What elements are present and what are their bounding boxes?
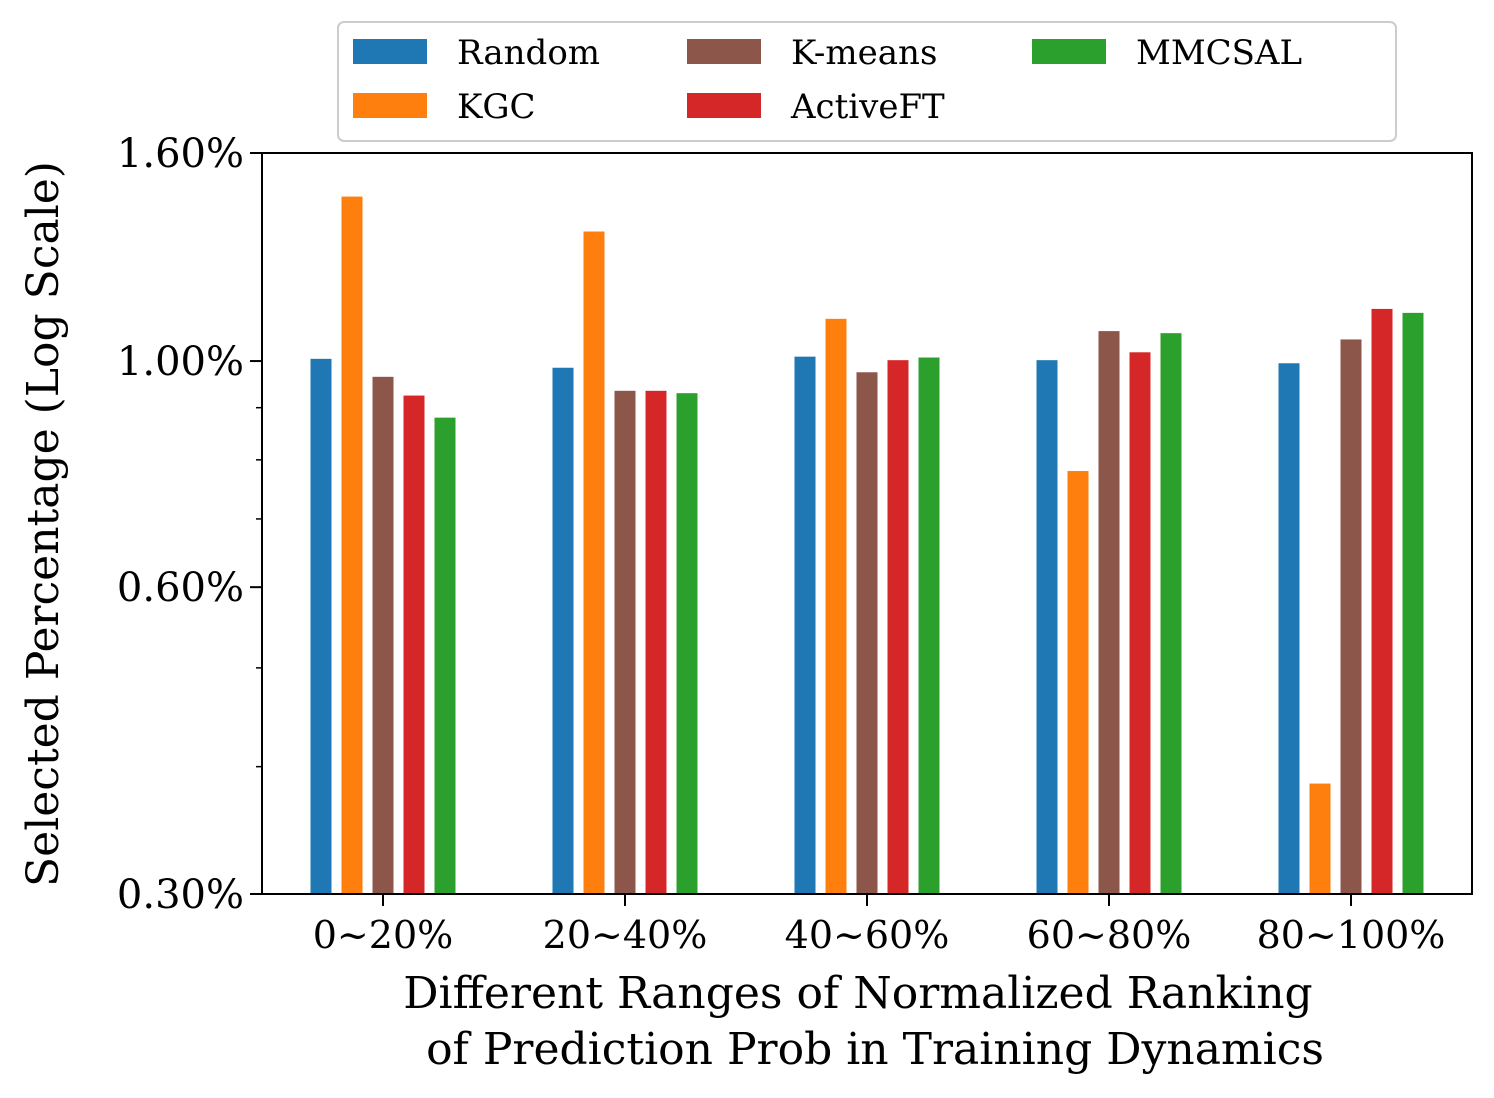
legend-swatch-kgc [353, 93, 427, 118]
bar-mmcsal-4 [1402, 312, 1424, 894]
bar-activeft-1 [645, 390, 667, 894]
bar-mmcsal-2 [918, 357, 940, 894]
legend-swatch-mmcsal [1032, 39, 1106, 64]
bar-kgc-0 [341, 196, 363, 894]
bar-kgc-4 [1309, 783, 1331, 894]
bar-mmcsal-3 [1160, 333, 1182, 894]
x-axis-ticks: 0~20% 20~40% 40~60% 60~80% 80~100% [313, 894, 1446, 957]
bars-layer [310, 196, 1424, 895]
bar-activeft-4 [1371, 308, 1393, 894]
bar-random-0 [310, 358, 332, 895]
bar-kgc-3 [1067, 471, 1089, 894]
y-tick-label: 1.00% [117, 339, 244, 385]
bar-activeft-3 [1129, 352, 1151, 894]
bar-random-1 [552, 367, 574, 894]
legend-swatch-random [353, 39, 427, 64]
legend: Random KGC K-means ActiveFT MMCSAL [337, 21, 1397, 142]
x-tick-label: 80~100% [1257, 913, 1446, 957]
bar-kgc-2 [825, 318, 847, 894]
legend-frame [337, 21, 1397, 142]
bar-activeft-0 [403, 395, 425, 894]
bar-random-2 [794, 356, 816, 894]
legend-label-random: Random [457, 33, 600, 73]
legend-label-activeft: ActiveFT [790, 87, 945, 127]
bar-k-means-3 [1098, 331, 1120, 895]
legend-swatch-k-means [687, 39, 761, 64]
bar-random-3 [1036, 360, 1058, 894]
bar-k-means-4 [1340, 339, 1362, 894]
x-tick-label: 60~80% [1027, 913, 1192, 957]
bar-random-4 [1278, 363, 1300, 894]
x-tick-label: 40~60% [785, 913, 950, 957]
bar-k-means-1 [614, 390, 636, 894]
bar-k-means-2 [856, 372, 878, 894]
legend-swatch-activeft [687, 93, 761, 118]
bar-activeft-2 [887, 360, 909, 894]
y-axis-ticks: 0.30% 0.60% 1.00% 1.60% [117, 131, 262, 918]
legend-label-mmcsal: MMCSAL [1136, 33, 1302, 73]
legend-label-kgc: KGC [457, 87, 536, 127]
y-tick-label: 0.60% [117, 565, 244, 611]
x-axis-title-line-1: Different Ranges of Normalized Ranking [403, 968, 1312, 1019]
x-tick-label: 0~20% [313, 913, 453, 957]
bar-mmcsal-0 [434, 417, 456, 894]
legend-label-k-means: K-means [791, 33, 937, 73]
plot-frame [261, 152, 1473, 895]
bar-k-means-0 [372, 376, 394, 894]
x-tick-label: 20~40% [543, 913, 708, 957]
x-axis-title-line-2: of Prediction Prob in Training Dynamics [426, 1024, 1324, 1075]
y-tick-label: 0.30% [117, 872, 244, 918]
bar-kgc-1 [583, 231, 605, 894]
y-axis-title: Selected Percentage (Log Scale) [18, 161, 69, 887]
y-tick-label: 1.60% [117, 131, 244, 177]
bar-mmcsal-1 [676, 393, 698, 894]
